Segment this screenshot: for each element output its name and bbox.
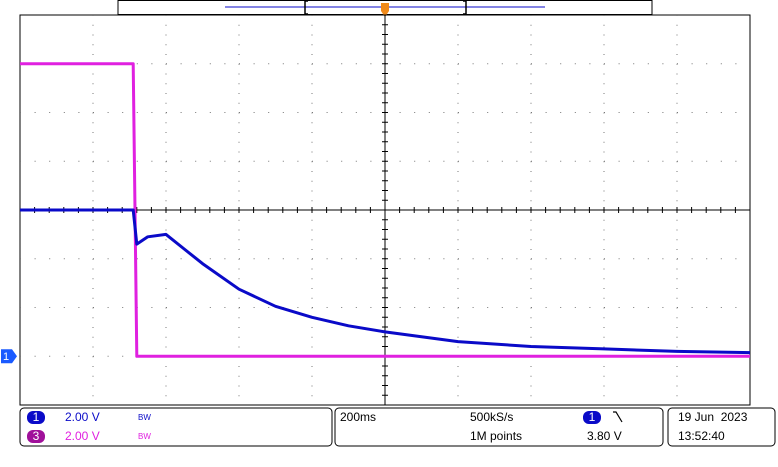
trigger-position <box>381 3 389 17</box>
ground-marker <box>1 349 17 364</box>
ground-marker-label: 1 <box>3 351 9 363</box>
trigger-slope <box>613 411 623 423</box>
ch3-scale: 2.00 V <box>65 429 100 443</box>
datetime-box <box>667 407 776 447</box>
ch1-badge <box>27 411 45 424</box>
acquisition-box <box>334 407 664 447</box>
sample-rate: 500kS/s <box>470 410 513 424</box>
ch1-bandwidth: BW <box>138 413 151 422</box>
time: 13:52:40 <box>678 429 725 443</box>
ch3-badge <box>27 430 45 443</box>
trace <box>20 208 751 355</box>
trace <box>20 62 750 358</box>
record-window <box>304 0 467 15</box>
ch1-number: 1 <box>33 410 40 424</box>
trigger-badge <box>583 411 601 424</box>
trigger-source: 1 <box>589 410 596 424</box>
trigger-level: 3.80 V <box>587 429 622 443</box>
date: 19 Jun 2023 <box>678 410 748 424</box>
ch3-number: 3 <box>33 429 40 443</box>
channel-box <box>19 407 333 447</box>
ch1-scale: 2.00 V <box>65 410 100 424</box>
record-length: 1M points <box>470 429 522 443</box>
plot-area <box>19 14 751 406</box>
ch3-bandwidth: BW <box>138 432 151 441</box>
timebase: 200ms <box>340 410 376 424</box>
